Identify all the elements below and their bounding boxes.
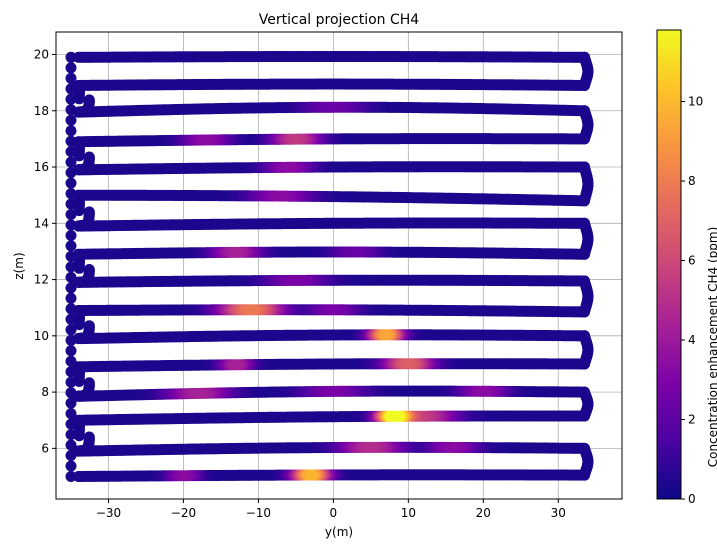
data-point: [83, 151, 95, 163]
data-point: [65, 114, 77, 126]
data-point: [65, 240, 77, 252]
data-point: [328, 304, 340, 316]
data-point: [65, 292, 77, 304]
x-tick-label: −30: [96, 506, 121, 520]
y-tick-label: 10: [34, 329, 49, 343]
colorbar-ticks: 0 2 4 6 8 10: [681, 95, 703, 506]
y-axis-label: z(m): [12, 252, 26, 279]
data-point: [193, 387, 205, 399]
data-point: [231, 246, 243, 258]
data-point: [578, 306, 590, 318]
data-point: [578, 195, 590, 207]
colorbar: 0 2 4 6 8 10 Concentration enhancement CH4 (p…: [656, 29, 717, 506]
data-point: [304, 469, 316, 481]
data-point: [65, 460, 77, 472]
data-point: [283, 161, 295, 173]
y-tick-label: 6: [41, 441, 49, 455]
data-point: [65, 198, 77, 210]
x-axis-ticks: −30 −20 −10 0 10 20 30: [96, 499, 566, 520]
data-point: [380, 329, 392, 341]
data-point: [351, 246, 363, 258]
data-point: [83, 206, 95, 218]
data-point: [65, 177, 77, 189]
data-point: [65, 313, 77, 325]
data-point: [290, 133, 302, 145]
y-tick-label: 8: [41, 385, 49, 399]
colorbar-tick-label: 2: [688, 413, 696, 427]
data-point: [65, 261, 77, 273]
data-point: [65, 62, 77, 74]
plot-data: [65, 50, 594, 482]
data-point: [65, 156, 77, 168]
data-point: [366, 441, 378, 453]
data-point: [65, 345, 77, 357]
x-tick-label: −10: [246, 506, 271, 520]
data-point: [73, 333, 85, 345]
data-point: [73, 51, 85, 63]
data-point: [328, 101, 340, 113]
colorbar-tick-label: 0: [688, 492, 696, 506]
data-point: [245, 304, 257, 316]
data-point: [65, 125, 77, 137]
data-point: [65, 209, 77, 221]
data-point: [73, 164, 85, 176]
data-point: [448, 441, 460, 453]
data-point: [65, 230, 77, 242]
colorbar-fill: [657, 30, 681, 499]
data-point: [73, 220, 85, 232]
x-tick-label: 20: [476, 506, 491, 520]
y-tick-label: 12: [34, 273, 49, 287]
data-point: [578, 358, 590, 370]
data-point: [73, 445, 85, 457]
data-point: [65, 376, 77, 388]
colorbar-tick-label: 8: [688, 174, 696, 188]
data-point: [231, 359, 243, 371]
x-tick-label: 0: [330, 506, 338, 520]
data-point: [83, 431, 95, 443]
data-point: [578, 80, 590, 92]
data-point: [290, 274, 302, 286]
y-tick-label: 20: [34, 48, 49, 62]
data-point: [83, 320, 95, 332]
data-point: [83, 94, 95, 106]
data-point: [83, 263, 95, 275]
y-tick-label: 14: [34, 216, 49, 230]
chart-title: Vertical projection CH4: [259, 12, 420, 28]
data-point: [578, 133, 590, 145]
data-point: [73, 106, 85, 118]
y-axis-ticks: 6 8 10 12 14 16 18 20: [34, 48, 56, 455]
data-point: [65, 429, 77, 441]
colorbar-tick-label: 6: [688, 254, 696, 268]
data-point: [578, 248, 590, 260]
x-tick-label: 30: [551, 506, 566, 520]
colorbar-tick-label: 4: [688, 333, 696, 347]
x-tick-label: 10: [401, 506, 416, 520]
data-point: [199, 134, 211, 146]
data-point: [178, 470, 190, 482]
colorbar-tick-label: 10: [688, 95, 703, 109]
data-point: [83, 377, 95, 389]
data-point: [401, 358, 413, 370]
data-point: [578, 469, 590, 481]
y-tick-label: 18: [34, 104, 49, 118]
colorbar-label: Concentration enhancement CH4 (ppm): [706, 227, 717, 468]
data-point: [389, 410, 401, 422]
x-axis-label: y(m): [325, 525, 353, 539]
data-point: [275, 190, 287, 202]
data-point: [328, 385, 340, 397]
data-point: [73, 276, 85, 288]
data-point: [65, 324, 77, 336]
data-point: [65, 93, 77, 105]
x-tick-label: −20: [171, 506, 196, 520]
y-tick-label: 16: [34, 160, 49, 174]
data-point: [65, 146, 77, 158]
data-point: [477, 385, 489, 397]
